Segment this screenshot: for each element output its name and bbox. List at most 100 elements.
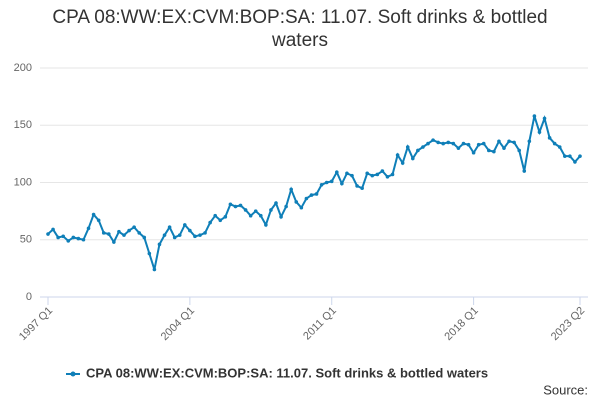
point: [527, 139, 532, 144]
point: [208, 220, 212, 225]
point: [314, 192, 319, 196]
point: [380, 169, 385, 173]
x-tick-label: 2018 Q1: [442, 305, 480, 343]
y-tick-label: 100: [14, 176, 32, 188]
point: [329, 179, 334, 184]
point: [350, 173, 354, 178]
point: [532, 114, 537, 118]
legend-label: CPA 08:WW:EX:CVM:BOP:SA: 11.07. Soft dri…: [86, 365, 488, 380]
point: [248, 213, 253, 218]
point: [71, 235, 76, 240]
point: [324, 180, 329, 185]
point: [573, 160, 577, 164]
point: [238, 203, 243, 208]
point: [51, 227, 55, 232]
point: [471, 150, 476, 155]
point: [233, 204, 238, 209]
point: [253, 209, 258, 213]
point: [542, 116, 547, 121]
point: [66, 239, 71, 243]
point: [456, 146, 461, 150]
point: [264, 223, 268, 227]
point: [91, 212, 96, 217]
point: [466, 142, 471, 147]
point: [319, 182, 324, 187]
point: [405, 145, 410, 149]
y-tick-label: 150: [14, 119, 32, 131]
point: [132, 225, 136, 229]
point: [167, 225, 172, 229]
point: [299, 205, 304, 210]
point: [481, 141, 486, 146]
point: [112, 240, 116, 244]
point: [385, 174, 390, 179]
point: [552, 141, 557, 146]
point: [411, 156, 415, 161]
point: [213, 213, 217, 218]
point: [547, 136, 552, 140]
point: [304, 196, 309, 201]
point: [476, 142, 481, 147]
point: [157, 242, 162, 247]
x-tick-label: 2004 Q1: [159, 305, 197, 343]
point: [117, 229, 121, 234]
point: [137, 231, 141, 235]
point: [390, 172, 395, 177]
point: [162, 233, 167, 237]
point: [218, 218, 223, 223]
point: [441, 141, 446, 146]
chart-title: CPA 08:WW:EX:CVM:BOP:SA: 11.07. Soft dri…: [52, 7, 548, 51]
point: [568, 154, 572, 158]
point: [223, 215, 228, 219]
point: [183, 223, 187, 227]
point: [563, 154, 567, 158]
x-tick-label: 2023 Q2: [549, 305, 587, 343]
point: [426, 141, 430, 146]
point: [375, 172, 380, 177]
point: [335, 170, 339, 174]
point: [274, 201, 278, 205]
point: [243, 208, 248, 212]
point: [177, 233, 182, 237]
point: [309, 193, 314, 197]
point: [86, 226, 91, 231]
point: [497, 139, 501, 144]
point: [147, 251, 152, 256]
y-tick-label: 0: [26, 291, 32, 303]
y-tick-label: 200: [14, 62, 32, 74]
point: [345, 171, 349, 176]
point: [101, 231, 106, 235]
y-tick-label: 50: [20, 234, 32, 246]
point: [507, 139, 511, 144]
point: [517, 148, 521, 153]
point: [61, 234, 65, 239]
point: [355, 184, 359, 188]
point: [370, 173, 375, 178]
point: [502, 146, 506, 150]
source: Source:: [543, 382, 588, 397]
point: [436, 140, 440, 145]
point: [557, 145, 562, 149]
point: [431, 138, 435, 142]
point: [421, 145, 425, 149]
point: [122, 233, 126, 237]
point: [172, 235, 177, 240]
point: [284, 204, 288, 209]
point: [365, 171, 370, 176]
point: [259, 213, 263, 218]
point: [96, 218, 101, 223]
point: [522, 169, 527, 173]
point: [76, 236, 81, 241]
point: [340, 181, 344, 186]
point: [127, 228, 131, 233]
x-tick-label: 1997 Q1: [17, 305, 55, 343]
legend-marker: [70, 371, 76, 377]
x-tick-label: 2011 Q1: [301, 305, 339, 343]
point: [56, 235, 60, 240]
point: [461, 141, 466, 146]
point: [578, 154, 582, 158]
point: [446, 140, 451, 145]
series-line: [47, 115, 581, 270]
